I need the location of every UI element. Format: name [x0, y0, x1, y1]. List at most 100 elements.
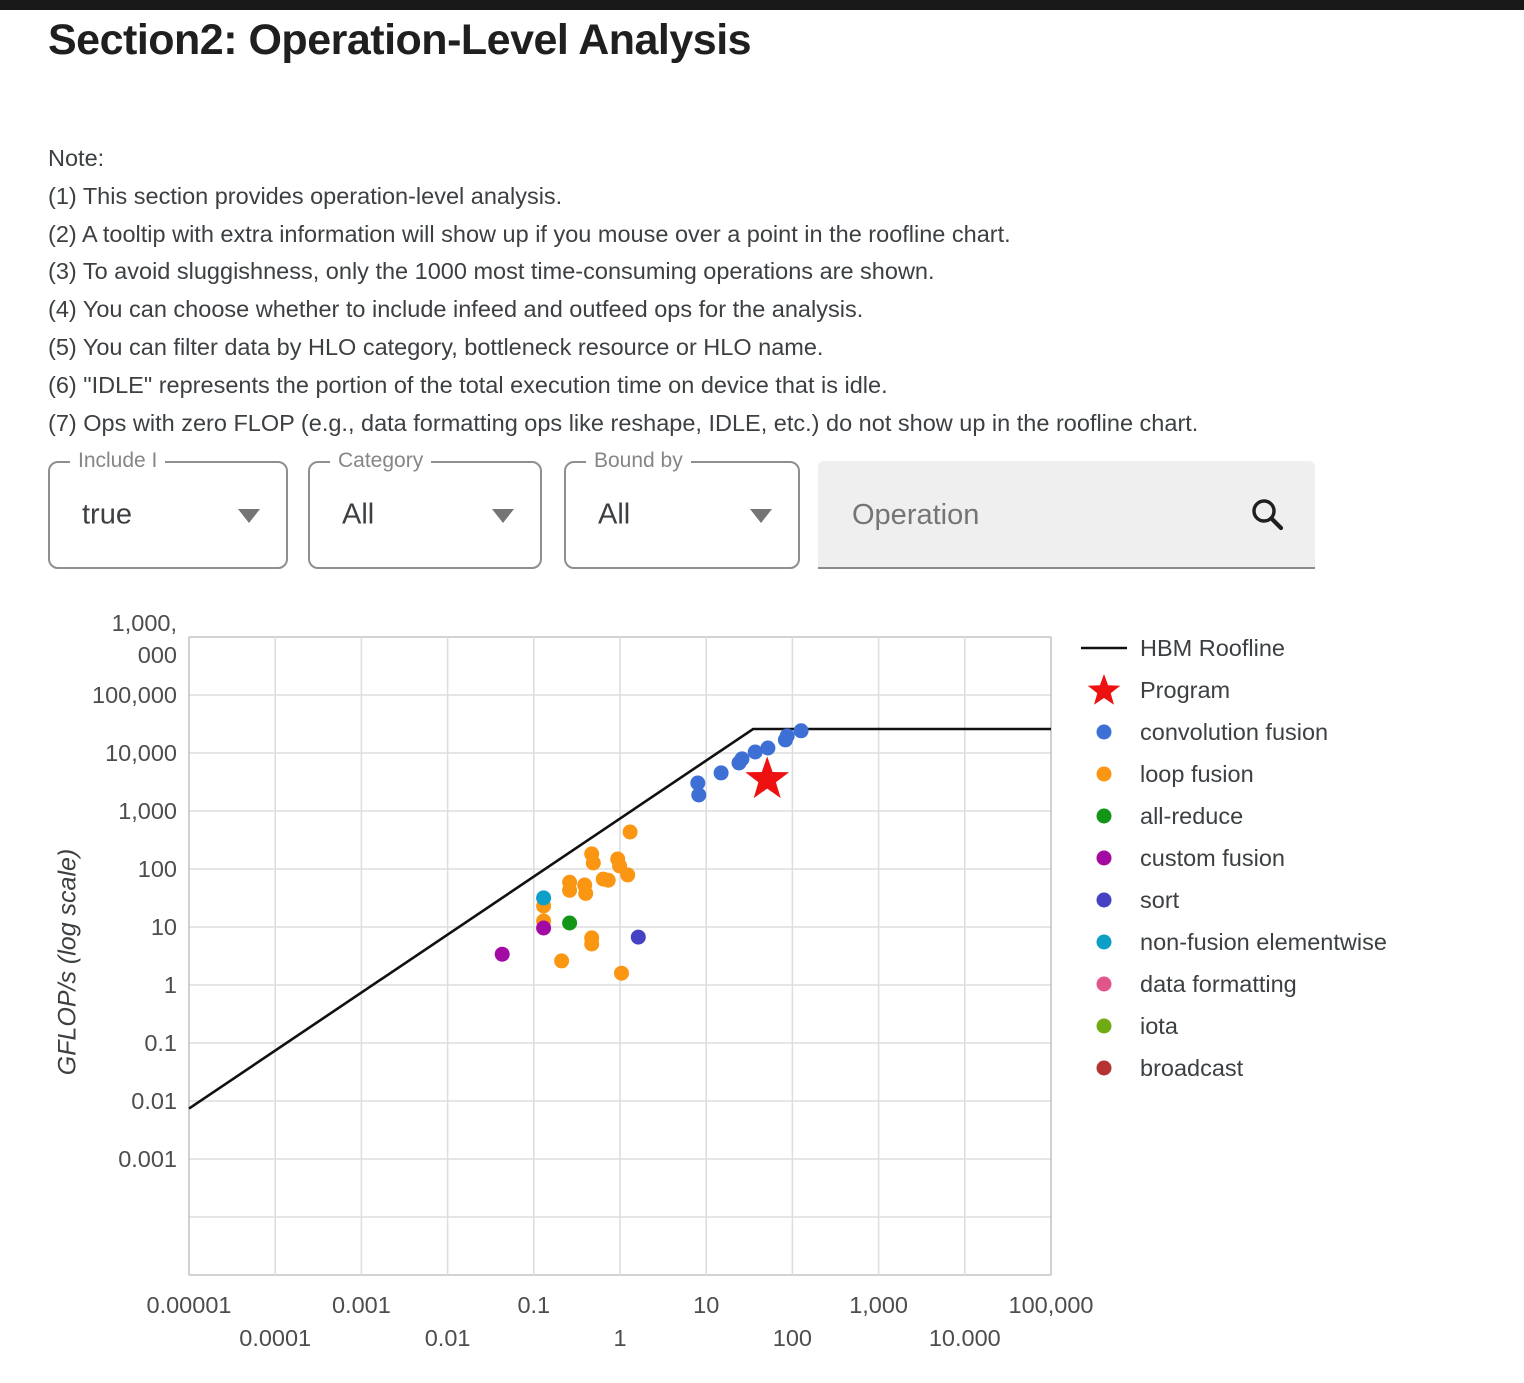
y-tick-label: 0.1: [144, 1030, 177, 1056]
legend-label: loop fusion: [1140, 760, 1254, 787]
top-divider-bar: [0, 0, 1524, 10]
legend-item: custom fusion: [1080, 837, 1387, 879]
page-title: Section2: Operation-Level Analysis: [48, 16, 752, 64]
legend-label: sort: [1140, 886, 1180, 913]
data-point[interactable]: [691, 787, 707, 803]
data-point[interactable]: [713, 765, 729, 781]
x-tick-label: 1: [613, 1325, 626, 1351]
data-point[interactable]: [536, 920, 552, 936]
legend-item: HBM Roofline: [1080, 627, 1387, 669]
legend-label: broadcast: [1140, 1054, 1244, 1081]
legend-label: custom fusion: [1140, 844, 1285, 871]
legend-item: iota: [1080, 1005, 1387, 1047]
search-icon[interactable]: [1249, 496, 1285, 532]
bound-by-select[interactable]: Bound by All: [564, 449, 800, 569]
data-point[interactable]: [562, 882, 578, 898]
operation-search-input[interactable]: [850, 461, 1234, 569]
data-point[interactable]: [760, 740, 776, 756]
y-tick-label: 100,000: [92, 682, 177, 708]
note-line: (7) Ops with zero FLOP (e.g., data forma…: [48, 409, 1199, 436]
legend-item: convolution fusion: [1080, 711, 1387, 753]
data-point[interactable]: [536, 890, 552, 906]
data-point[interactable]: [562, 915, 578, 931]
notes-heading: Note:: [48, 145, 105, 171]
legend-dot-icon: [1080, 933, 1128, 951]
include-infeed-select[interactable]: Include I true: [48, 449, 288, 569]
data-point[interactable]: [584, 936, 600, 952]
data-point[interactable]: [614, 965, 629, 981]
dropdown-arrow-icon: [238, 509, 260, 523]
y-tick-label: 1: [164, 972, 177, 998]
y-tick-label: 10: [151, 914, 177, 940]
legend-item: non-fusion elementwise: [1080, 921, 1387, 963]
data-point[interactable]: [620, 867, 636, 883]
y-tick-label: 0.001: [118, 1146, 177, 1172]
note-line: (4) You can choose whether to include in…: [48, 296, 864, 323]
y-tick-label: 1,000, 000: [112, 612, 177, 668]
legend-dot-icon: [1080, 1059, 1128, 1077]
note-line: (2) A tooltip with extra information wil…: [48, 220, 1011, 247]
data-point[interactable]: [554, 953, 570, 969]
legend-item: data formatting: [1080, 963, 1387, 1005]
dropdown-arrow-icon: [492, 509, 514, 523]
data-point[interactable]: [578, 885, 594, 901]
operation-search-box[interactable]: [818, 461, 1315, 569]
x-tick-label: 0.1: [517, 1292, 550, 1318]
notes-list: (1) This section provides operation-leve…: [48, 178, 1508, 443]
x-tick-label: 0.01: [425, 1325, 471, 1351]
legend-dot-icon: [1080, 1017, 1128, 1035]
legend-item: sort: [1080, 879, 1387, 921]
category-select[interactable]: Category All: [308, 449, 542, 569]
legend-line-swatch-icon: [1080, 643, 1128, 653]
legend-label: data formatting: [1140, 970, 1297, 997]
x-tick-label: 0.0001: [239, 1325, 311, 1351]
x-tick-label: 10: [693, 1292, 719, 1318]
data-point[interactable]: [585, 855, 601, 871]
legend-dot-icon: [1080, 975, 1128, 993]
y-tick-label: 0.01: [131, 1088, 177, 1114]
legend-item: loop fusion: [1080, 753, 1387, 795]
legend-dot-icon: [1080, 807, 1128, 825]
note-line: (6) "IDLE" represents the portion of the…: [48, 371, 888, 398]
category-select-label: Category: [330, 449, 432, 473]
legend-item: Program: [1080, 669, 1387, 711]
legend-dot-icon: [1080, 849, 1128, 867]
chart-legend: HBM Roofline Program convolution fusion loo…: [1080, 627, 1387, 1089]
x-tick-label: 1,000: [849, 1292, 908, 1318]
data-point[interactable]: [622, 824, 638, 840]
data-point[interactable]: [793, 723, 809, 739]
x-tick-label: 100: [773, 1325, 812, 1351]
category-select-value: All: [342, 498, 375, 531]
bound-by-select-value: All: [598, 498, 631, 531]
legend-star-icon: [1080, 671, 1128, 709]
data-point[interactable]: [734, 751, 750, 767]
notes-block: Note: (1) This section provides operatio…: [48, 140, 1508, 442]
data-point[interactable]: [600, 872, 616, 888]
y-tick-label: 100: [138, 856, 177, 882]
legend-dot-icon: [1080, 765, 1128, 783]
data-point[interactable]: [690, 775, 706, 791]
dropdown-arrow-icon: [750, 509, 772, 523]
program-star[interactable]: [745, 756, 790, 799]
data-point[interactable]: [494, 946, 510, 962]
x-tick-label: 100,000: [1009, 1292, 1094, 1318]
legend-dot-icon: [1080, 723, 1128, 741]
legend-label: all-reduce: [1140, 802, 1244, 829]
data-point[interactable]: [747, 744, 763, 760]
legend-item: all-reduce: [1080, 795, 1387, 837]
note-line: (3) To avoid sluggishness, only the 1000…: [48, 258, 935, 285]
legend-item: broadcast: [1080, 1047, 1387, 1089]
legend-label: Program: [1140, 676, 1231, 703]
legend-label: non-fusion elementwise: [1140, 928, 1387, 955]
x-tick-label: 10.000: [929, 1325, 1001, 1351]
data-point[interactable]: [630, 929, 646, 945]
legend-label: convolution fusion: [1140, 718, 1329, 745]
y-tick-label: 10,000: [105, 740, 177, 766]
x-tick-label: 0.00001: [147, 1292, 232, 1318]
legend-label: HBM Roofline: [1140, 634, 1285, 661]
x-tick-label: 0.001: [332, 1292, 391, 1318]
data-point[interactable]: [779, 728, 795, 744]
legend-label: iota: [1140, 1012, 1178, 1039]
include-infeed-select-label: Include I: [70, 449, 166, 473]
